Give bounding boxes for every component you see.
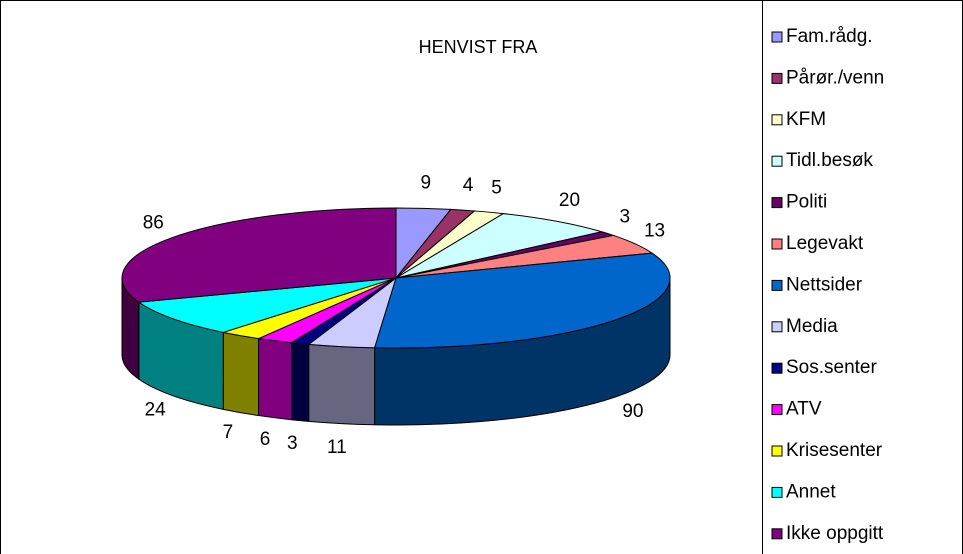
data-label: 5 [491, 178, 502, 199]
legend-swatch [771, 72, 783, 84]
pie-tops [121, 207, 671, 349]
legend-swatch [771, 321, 783, 333]
data-label: 11 [327, 437, 347, 458]
chart-title: HENVIST FRA [419, 37, 538, 57]
pie-side [258, 337, 292, 421]
legend-label: KFM [786, 109, 826, 130]
legend-label: Tidl.besøk [786, 150, 873, 171]
legend-swatch [771, 445, 783, 457]
pie-side [222, 331, 260, 417]
data-label: 3 [287, 433, 298, 454]
pie-side [308, 343, 376, 426]
legend-label: ATV [786, 399, 822, 420]
data-label: 4 [463, 175, 474, 196]
pie-sides [121, 277, 671, 426]
legend-label: Legevakt [786, 233, 864, 254]
legend-swatch [771, 155, 783, 167]
legend-swatch [771, 197, 783, 209]
legend-swatch [771, 114, 783, 126]
data-label: 6 [260, 429, 271, 450]
data-label: 13 [644, 221, 665, 242]
legend-swatch [771, 279, 783, 291]
pie-side [290, 342, 310, 422]
legend-box [762, 0, 963, 554]
data-label: 24 [145, 399, 167, 420]
legend-label: Annet [786, 481, 836, 502]
data-label: 7 [223, 422, 234, 443]
data-label: 20 [559, 190, 580, 211]
legend-label: Fam.rådg. [786, 26, 873, 47]
legend-swatch [771, 238, 783, 250]
pie-slice [137, 277, 397, 333]
legend-label: Pårør./venn [786, 67, 884, 88]
legend-label: Politi [786, 192, 827, 213]
legend-label: Media [786, 316, 838, 337]
legend-swatch [771, 404, 783, 416]
pie-slice [395, 213, 602, 279]
data-label: 86 [143, 213, 164, 234]
legend-swatch [771, 362, 783, 374]
pie-slice [121, 207, 397, 303]
legend-swatch [771, 31, 783, 43]
pie-slice [373, 252, 671, 349]
legend-label: Nettsider [786, 274, 863, 295]
legend-label: Ikke oppgitt [786, 523, 884, 544]
data-label: 3 [619, 207, 630, 228]
data-label: 90 [622, 401, 643, 422]
legend-label: Krisesenter [786, 440, 883, 461]
legend-swatch [771, 486, 783, 498]
legend-label: Sos.senter [786, 357, 877, 378]
data-label: 9 [420, 172, 431, 193]
legend-swatch [771, 528, 783, 540]
